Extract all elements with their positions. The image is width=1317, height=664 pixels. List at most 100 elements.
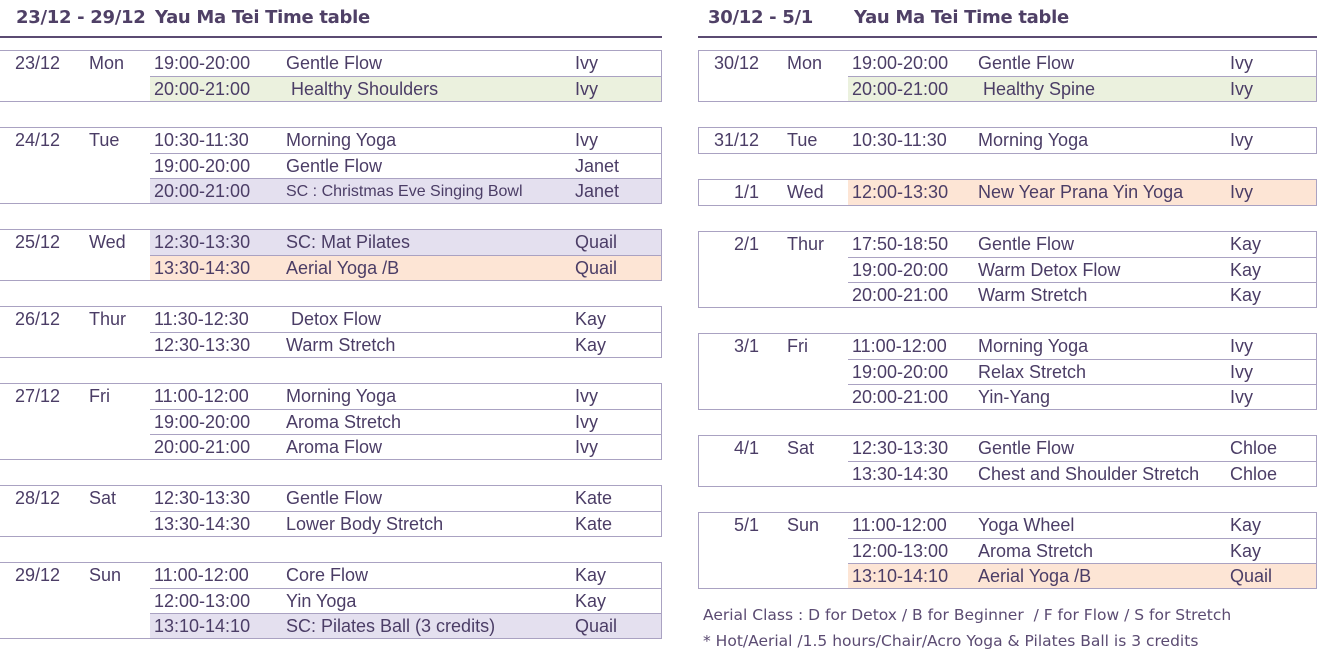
class-row: 12:00-13:30 New Year Prana Yin Yoga Ivy [848, 180, 1316, 205]
class-time: 13:10-14:10 [852, 566, 949, 586]
class-name: Gentle Flow [286, 156, 383, 176]
day-date: 29/12 [15, 565, 61, 585]
class-time: 20:00-21:00 [154, 437, 251, 457]
day-date: 26/12 [15, 309, 61, 329]
class-list: 12:30-13:30 Gentle Flow Kate 13:30-14:30 Low… [150, 486, 661, 536]
week-2-title: Yau Ma Tei Time table [854, 7, 1069, 28]
class-teacher: Janet [575, 181, 620, 201]
class-time: 20:00-21:00 [852, 79, 949, 99]
class-time: 12:00-13:00 [852, 541, 949, 561]
class-teacher: Quail [575, 258, 618, 278]
class-name: Gentle Flow [978, 234, 1075, 254]
day-date: 3/1 [733, 336, 759, 356]
day-name: Fri [787, 336, 808, 356]
class-teacher: Kay [1230, 541, 1262, 561]
class-time: 13:30-14:30 [154, 514, 251, 534]
class-name: Aroma Stretch [978, 541, 1094, 561]
class-teacher: Kay [1230, 234, 1262, 254]
class-teacher: Ivy [1230, 336, 1254, 356]
class-teacher: Quail [575, 232, 618, 252]
class-row: 19:00-20:00 Gentle Flow Ivy [150, 51, 661, 76]
class-time: 19:00-20:00 [154, 412, 251, 432]
class-time: 11:00-12:00 [154, 386, 249, 406]
week-2-header: 30/12 - 5/1 Yau Ma Tei Time table [698, 0, 1317, 38]
class-name: SC: Pilates Ball (3 credits) [286, 616, 496, 636]
class-row: 12:30-13:30 Warm Stretch Kay [150, 332, 661, 357]
day-date: 31/12 [713, 130, 759, 150]
class-time: 19:00-20:00 [852, 260, 949, 280]
class-time: 20:00-21:00 [154, 79, 251, 99]
class-name: Yin-Yang [978, 387, 1051, 407]
day-name: Thur [89, 309, 127, 329]
class-row: 11:00-12:00 Morning Yoga Ivy [150, 384, 661, 409]
day-date: 25/12 [15, 232, 61, 252]
day-block: 3/1 Fri 11:00-12:00 Morning Yoga Ivy 19:00-20… [698, 333, 1317, 410]
class-name: Morning Yoga [978, 336, 1089, 356]
class-time: 19:00-20:00 [154, 156, 251, 176]
class-row: 13:30-14:30 Aerial Yoga /B Quail [150, 255, 661, 280]
class-teacher: Ivy [575, 53, 599, 73]
class-time: 11:00-12:00 [852, 336, 947, 356]
class-name: Aroma Flow [286, 437, 383, 457]
class-name: Morning Yoga [978, 130, 1089, 150]
class-time: 20:00-21:00 [852, 285, 949, 305]
class-name: Warm Stretch [286, 335, 396, 355]
aerial-class-legend: Aerial Class : D for Detox / B for Begin… [703, 606, 1232, 624]
class-name: New Year Prana Yin Yoga [978, 182, 1184, 202]
class-name: SC : Christmas Eve Singing Bowl [286, 183, 523, 200]
class-time: 12:30-13:30 [154, 335, 251, 355]
day-name: Mon [787, 53, 823, 73]
class-teacher: Ivy [575, 412, 599, 432]
class-teacher: Kate [575, 514, 613, 534]
class-row: 10:30-11:30 Morning Yoga Ivy [848, 128, 1316, 153]
class-time: 11:00-12:00 [154, 565, 249, 585]
week-1-date-range: 23/12 - 29/12 [16, 7, 146, 28]
class-name: Healthy Spine [978, 79, 1096, 99]
class-row: 19:00-20:00 Warm Detox Flow Kay [848, 257, 1316, 282]
class-teacher: Kate [575, 488, 613, 508]
week-1-title: Yau Ma Tei Time table [155, 7, 370, 28]
class-name: Aerial Yoga /B [286, 258, 400, 278]
day-date: 4/1 [733, 438, 759, 458]
week-2-date-range: 30/12 - 5/1 [708, 7, 813, 28]
class-row: 10:30-11:30 Morning Yoga Ivy [150, 128, 661, 153]
class-row: 13:30-14:30 Chest and Shoulder Stretch Chl… [848, 461, 1316, 486]
class-teacher: Ivy [1230, 130, 1254, 150]
class-time: 13:30-14:30 [154, 258, 251, 278]
day-date: 30/12 [713, 53, 759, 73]
class-time: 12:30-13:30 [154, 232, 251, 252]
class-row: 17:50-18:50 Gentle Flow Kay [848, 232, 1316, 257]
day-block: 24/12 Tue 10:30-11:30 Morning Yoga Ivy 19:00-… [0, 127, 662, 204]
class-teacher: Kay [1230, 515, 1262, 535]
day-name: Sun [89, 565, 122, 585]
day-block: 1/1 Wed 12:00-13:30 New Year Prana Yin Yoga… [698, 179, 1317, 206]
class-row: 20:00-21:00 Yin-Yang Ivy [848, 384, 1316, 409]
class-teacher: Kay [1230, 285, 1262, 305]
class-name: Aroma Stretch [286, 412, 402, 432]
class-list: 10:30-11:30 Morning Yoga Ivy 19:00-20:00 Gen… [150, 128, 661, 203]
class-name: Yoga Wheel [978, 515, 1075, 535]
class-teacher: Ivy [1230, 387, 1254, 407]
class-time: 19:00-20:00 [154, 53, 251, 73]
day-date: 1/1 [733, 182, 759, 202]
class-time: 20:00-21:00 [852, 387, 949, 407]
class-row: 12:00-13:00 Yin Yoga Kay [150, 588, 661, 613]
class-teacher: Ivy [575, 79, 599, 99]
class-list: 19:00-20:00 Gentle Flow Ivy 20:00-21:00 Hea… [150, 51, 661, 101]
day-block: 23/12 Mon 19:00-20:00 Gentle Flow Ivy 20:00-2… [0, 50, 662, 102]
week-1-timetable: 23/12 - 29/12 Yau Ma Tei Time table 23/1… [0, 0, 662, 639]
class-name: Lower Body Stretch [286, 514, 444, 534]
class-name: Morning Yoga [286, 386, 397, 406]
class-teacher: Kay [575, 591, 607, 611]
class-list: 11:00-12:00 Morning Yoga Ivy 19:00-20:00 Aro… [150, 384, 661, 459]
day-name: Wed [787, 182, 824, 202]
class-time: 11:30-12:30 [154, 309, 249, 329]
class-row: 20:00-21:00 Warm Stretch Kay [848, 282, 1316, 307]
class-name: Core Flow [286, 565, 369, 585]
class-list: 12:30-13:30 SC: Mat Pilates Quail 13:30-14:… [150, 230, 661, 280]
day-block: 30/12 Mon 19:00-20:00 Gentle Flow Ivy 20:00-2… [698, 50, 1317, 102]
class-teacher: Ivy [575, 130, 599, 150]
day-date: 2/1 [733, 234, 759, 254]
day-name: Sun [787, 515, 820, 535]
class-name: SC: Mat Pilates [286, 232, 411, 252]
